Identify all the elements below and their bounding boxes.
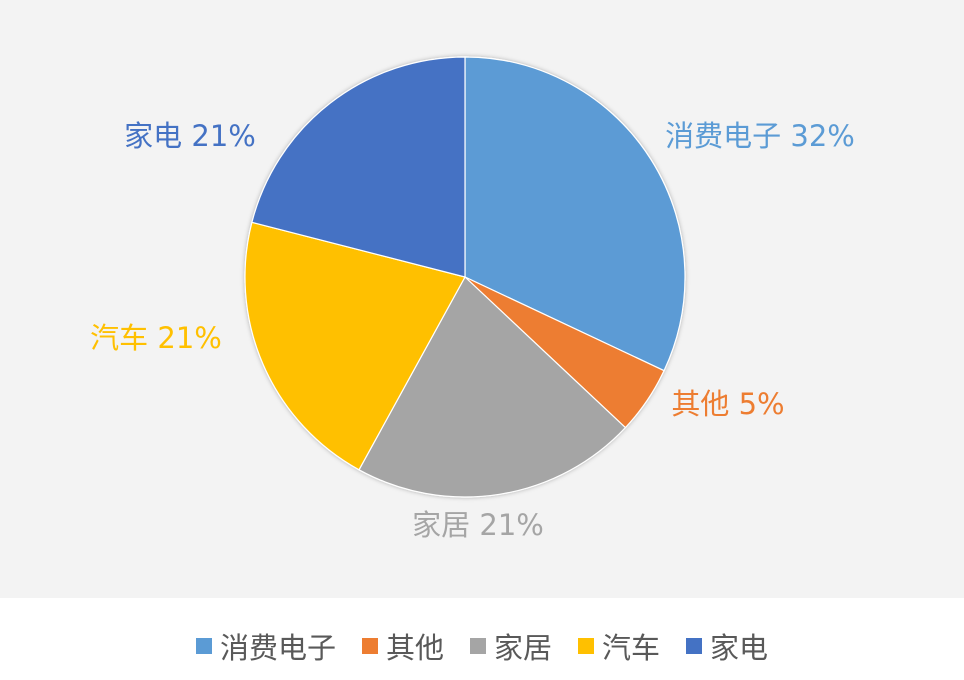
legend-swatch — [686, 638, 703, 654]
data-label: 其他 5% — [671, 387, 784, 421]
legend-label: 家居 — [493, 631, 552, 665]
data-label: 消费电子 32% — [665, 119, 855, 153]
legend-label: 消费电子 — [219, 631, 336, 665]
data-label: 家电 21% — [124, 119, 256, 153]
legend-swatch — [469, 638, 486, 654]
legend-swatch — [578, 638, 594, 654]
data-label: 汽车 21% — [90, 321, 222, 355]
legend-swatch — [195, 638, 212, 654]
plot-area: 消费电子 32% 其他 5% 家居 21% 汽车 21% 家电 21% — [0, 0, 964, 598]
pie-slice[interactable] — [464, 56, 686, 372]
legend-swatch — [361, 638, 378, 654]
legend-item[interactable]: 家居 — [469, 625, 552, 667]
legend-label: 汽车 — [602, 631, 661, 665]
pie-slice[interactable] — [358, 276, 627, 498]
pie-chart: 消费电子 32% 其他 5% 家居 21% 汽车 21% 家电 21% — [90, 56, 855, 542]
legend-label: 家电 — [710, 631, 769, 665]
legend-item[interactable]: 其他 — [361, 625, 444, 667]
pie-slice[interactable] — [244, 221, 466, 471]
legend-item[interactable]: 家电 — [686, 625, 768, 667]
legend-item[interactable]: 汽车 — [578, 625, 660, 667]
legend-label: 其他 — [385, 631, 444, 665]
data-label: 家居 21% — [412, 508, 544, 542]
legend-item[interactable]: 消费电子 — [195, 625, 336, 667]
pie-slice[interactable] — [251, 56, 466, 278]
legend: 消费电子 其他 家居 汽车 家电 — [0, 618, 964, 674]
